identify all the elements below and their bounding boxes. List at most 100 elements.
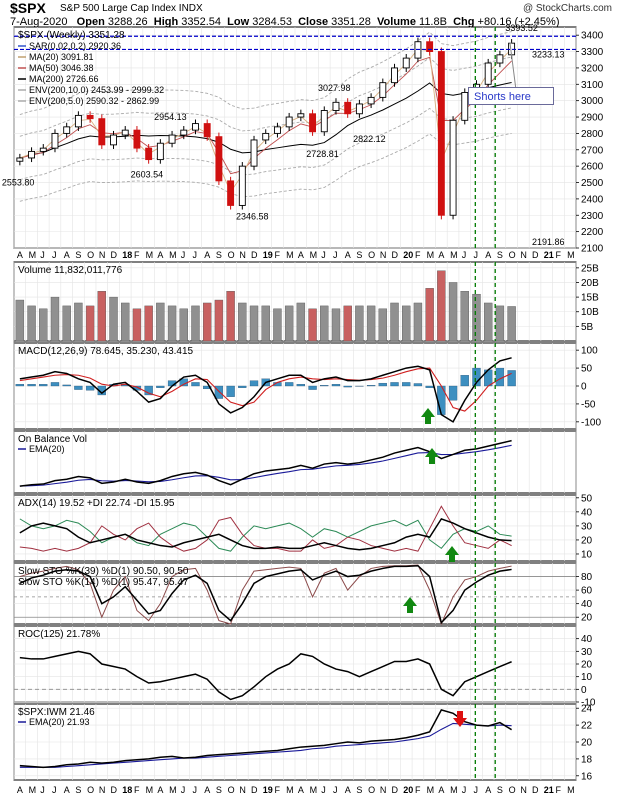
- x-axis-month-label: F: [415, 250, 421, 260]
- macd-line: [19, 357, 512, 423]
- x-axis-month-label: J: [462, 250, 467, 260]
- roc-y-tick-label: 0: [581, 685, 587, 696]
- volume-bar: [132, 308, 142, 342]
- roc-panel-title: ROC(125) 21.78%: [18, 629, 100, 640]
- candle-body: [402, 57, 410, 69]
- sto14-line: [19, 564, 512, 626]
- x-axis-month-label: M: [146, 250, 154, 260]
- candle-body: [461, 92, 469, 121]
- x-axis-month-label-bottom: O: [228, 785, 235, 795]
- price-legend-entry: ENV(200,10.0) 2453.99 - 2999.32: [29, 85, 164, 95]
- macd-histogram-bar: [50, 382, 60, 387]
- volume-bar: [448, 282, 458, 342]
- x-axis-month-label-bottom: D: [392, 785, 399, 795]
- volume-bar: [425, 288, 434, 342]
- candle-body: [156, 142, 164, 161]
- adx-y-tick-label: 20: [581, 535, 593, 546]
- candle-body: [51, 132, 59, 149]
- macd-histogram-bar: [85, 385, 95, 391]
- volume-bar: [249, 305, 259, 342]
- volume-bar: [472, 293, 481, 342]
- x-axis-month-label-bottom: 19: [263, 785, 273, 795]
- volume-bar: [437, 270, 446, 342]
- candle-body: [355, 103, 363, 115]
- x-axis-month-label-bottom: F: [555, 785, 561, 795]
- adx-panel-title: ADX(14) 19.52 +DI 22.74 -DI 15.95: [18, 498, 175, 509]
- candle-body: [332, 101, 340, 111]
- macd-buy-arrow: [421, 408, 435, 424]
- volume-bar: [483, 302, 493, 342]
- envelope-line: [19, 107, 512, 181]
- stockcharts-watermark: @ StockCharts.com: [522, 3, 612, 14]
- x-axis-month-label-bottom: A: [298, 785, 304, 795]
- x-axis-month-label: M: [427, 250, 435, 260]
- macd-histogram-bar: [331, 384, 341, 387]
- candle-body: [250, 139, 258, 167]
- x-axis-month-label-bottom: M: [169, 785, 177, 795]
- candle-body: [426, 41, 434, 53]
- x-axis-month-label: A: [157, 250, 163, 260]
- ticker-name: S&P 500 Large Cap Index INDX: [60, 3, 203, 14]
- candle-body: [28, 150, 36, 159]
- x-axis-month-label-bottom: A: [157, 785, 163, 795]
- price-point-label: 2553.80: [2, 178, 35, 188]
- volume-bar: [121, 302, 130, 342]
- volume-y-tick-label: 15B: [581, 293, 599, 304]
- price-y-tick-label: 2200: [581, 227, 604, 238]
- quote-date: 7-Aug-2020: [10, 16, 68, 28]
- x-axis-month-label: F: [274, 250, 280, 260]
- ratio-y-tick-label: 22: [581, 721, 593, 732]
- x-axis-month-label-bottom: 20: [403, 785, 413, 795]
- x-axis-month-label: M: [567, 250, 575, 260]
- x-axis-month-label-bottom: O: [368, 785, 375, 795]
- volume-bar: [402, 305, 411, 342]
- x-axis-month-label: 20: [403, 250, 413, 260]
- x-axis-month-label-bottom: 18: [122, 785, 132, 795]
- ratio-panel-title: $SPX:IWM 21.46: [18, 707, 95, 718]
- macd-signal-line: [19, 367, 512, 412]
- x-axis-month-label-bottom: A: [204, 785, 210, 795]
- sto-y-tick-label: 60: [581, 586, 593, 597]
- sto-panel-title: Slow STO %K(39) %D(1) 90.50, 90.50: [18, 566, 189, 577]
- x-axis-month-label: J: [333, 250, 338, 260]
- volume-y-tick-label: 5B: [581, 322, 594, 333]
- macd-histogram-bar: [460, 375, 469, 387]
- x-axis-month-label: 19: [263, 250, 273, 260]
- candle-body: [168, 134, 176, 144]
- macd-histogram-bar: [296, 384, 306, 387]
- macd-histogram-bar: [402, 382, 411, 387]
- x-axis-month-label-bottom: A: [485, 785, 491, 795]
- x-axis-month-label-bottom: A: [17, 785, 23, 795]
- macd-histogram-bar: [203, 385, 212, 390]
- macd-histogram-bar: [27, 384, 36, 387]
- x-axis-month-label: F: [555, 250, 561, 260]
- x-axis-month-label: J: [181, 250, 186, 260]
- candle-body: [192, 123, 199, 131]
- volume-bar: [62, 305, 71, 342]
- candle-body: [437, 51, 445, 216]
- x-axis-month-label: 21: [544, 250, 554, 260]
- x-axis-month-label-bottom: S: [497, 785, 503, 795]
- roc-y-tick-label: 30: [581, 647, 593, 658]
- shorts-here-annotation: Shorts here: [468, 87, 554, 105]
- price-point-label: 2191.86: [532, 237, 565, 247]
- volume-bar: [366, 305, 376, 342]
- roc-y-tick-label: 10: [581, 672, 593, 683]
- candle-body: [367, 96, 375, 105]
- x-axis-month-label-bottom: N: [239, 785, 246, 795]
- candle-body: [74, 114, 82, 128]
- x-axis-month-label: F: [134, 250, 140, 260]
- x-axis-month-label: J: [473, 250, 478, 260]
- adx-buy-arrow: [445, 546, 459, 562]
- x-axis-month-label-bottom: M: [29, 785, 37, 795]
- sma20-line: [19, 48, 512, 193]
- candle-body: [86, 114, 94, 120]
- macd-histogram-bar: [191, 382, 200, 387]
- x-axis-month-label: N: [99, 250, 106, 260]
- candle-body: [63, 126, 71, 134]
- x-axis-month-label-bottom: S: [216, 785, 222, 795]
- volume-bar: [85, 305, 95, 342]
- x-axis-month-label: A: [204, 250, 210, 260]
- price-y-tick-label: 3300: [581, 47, 604, 58]
